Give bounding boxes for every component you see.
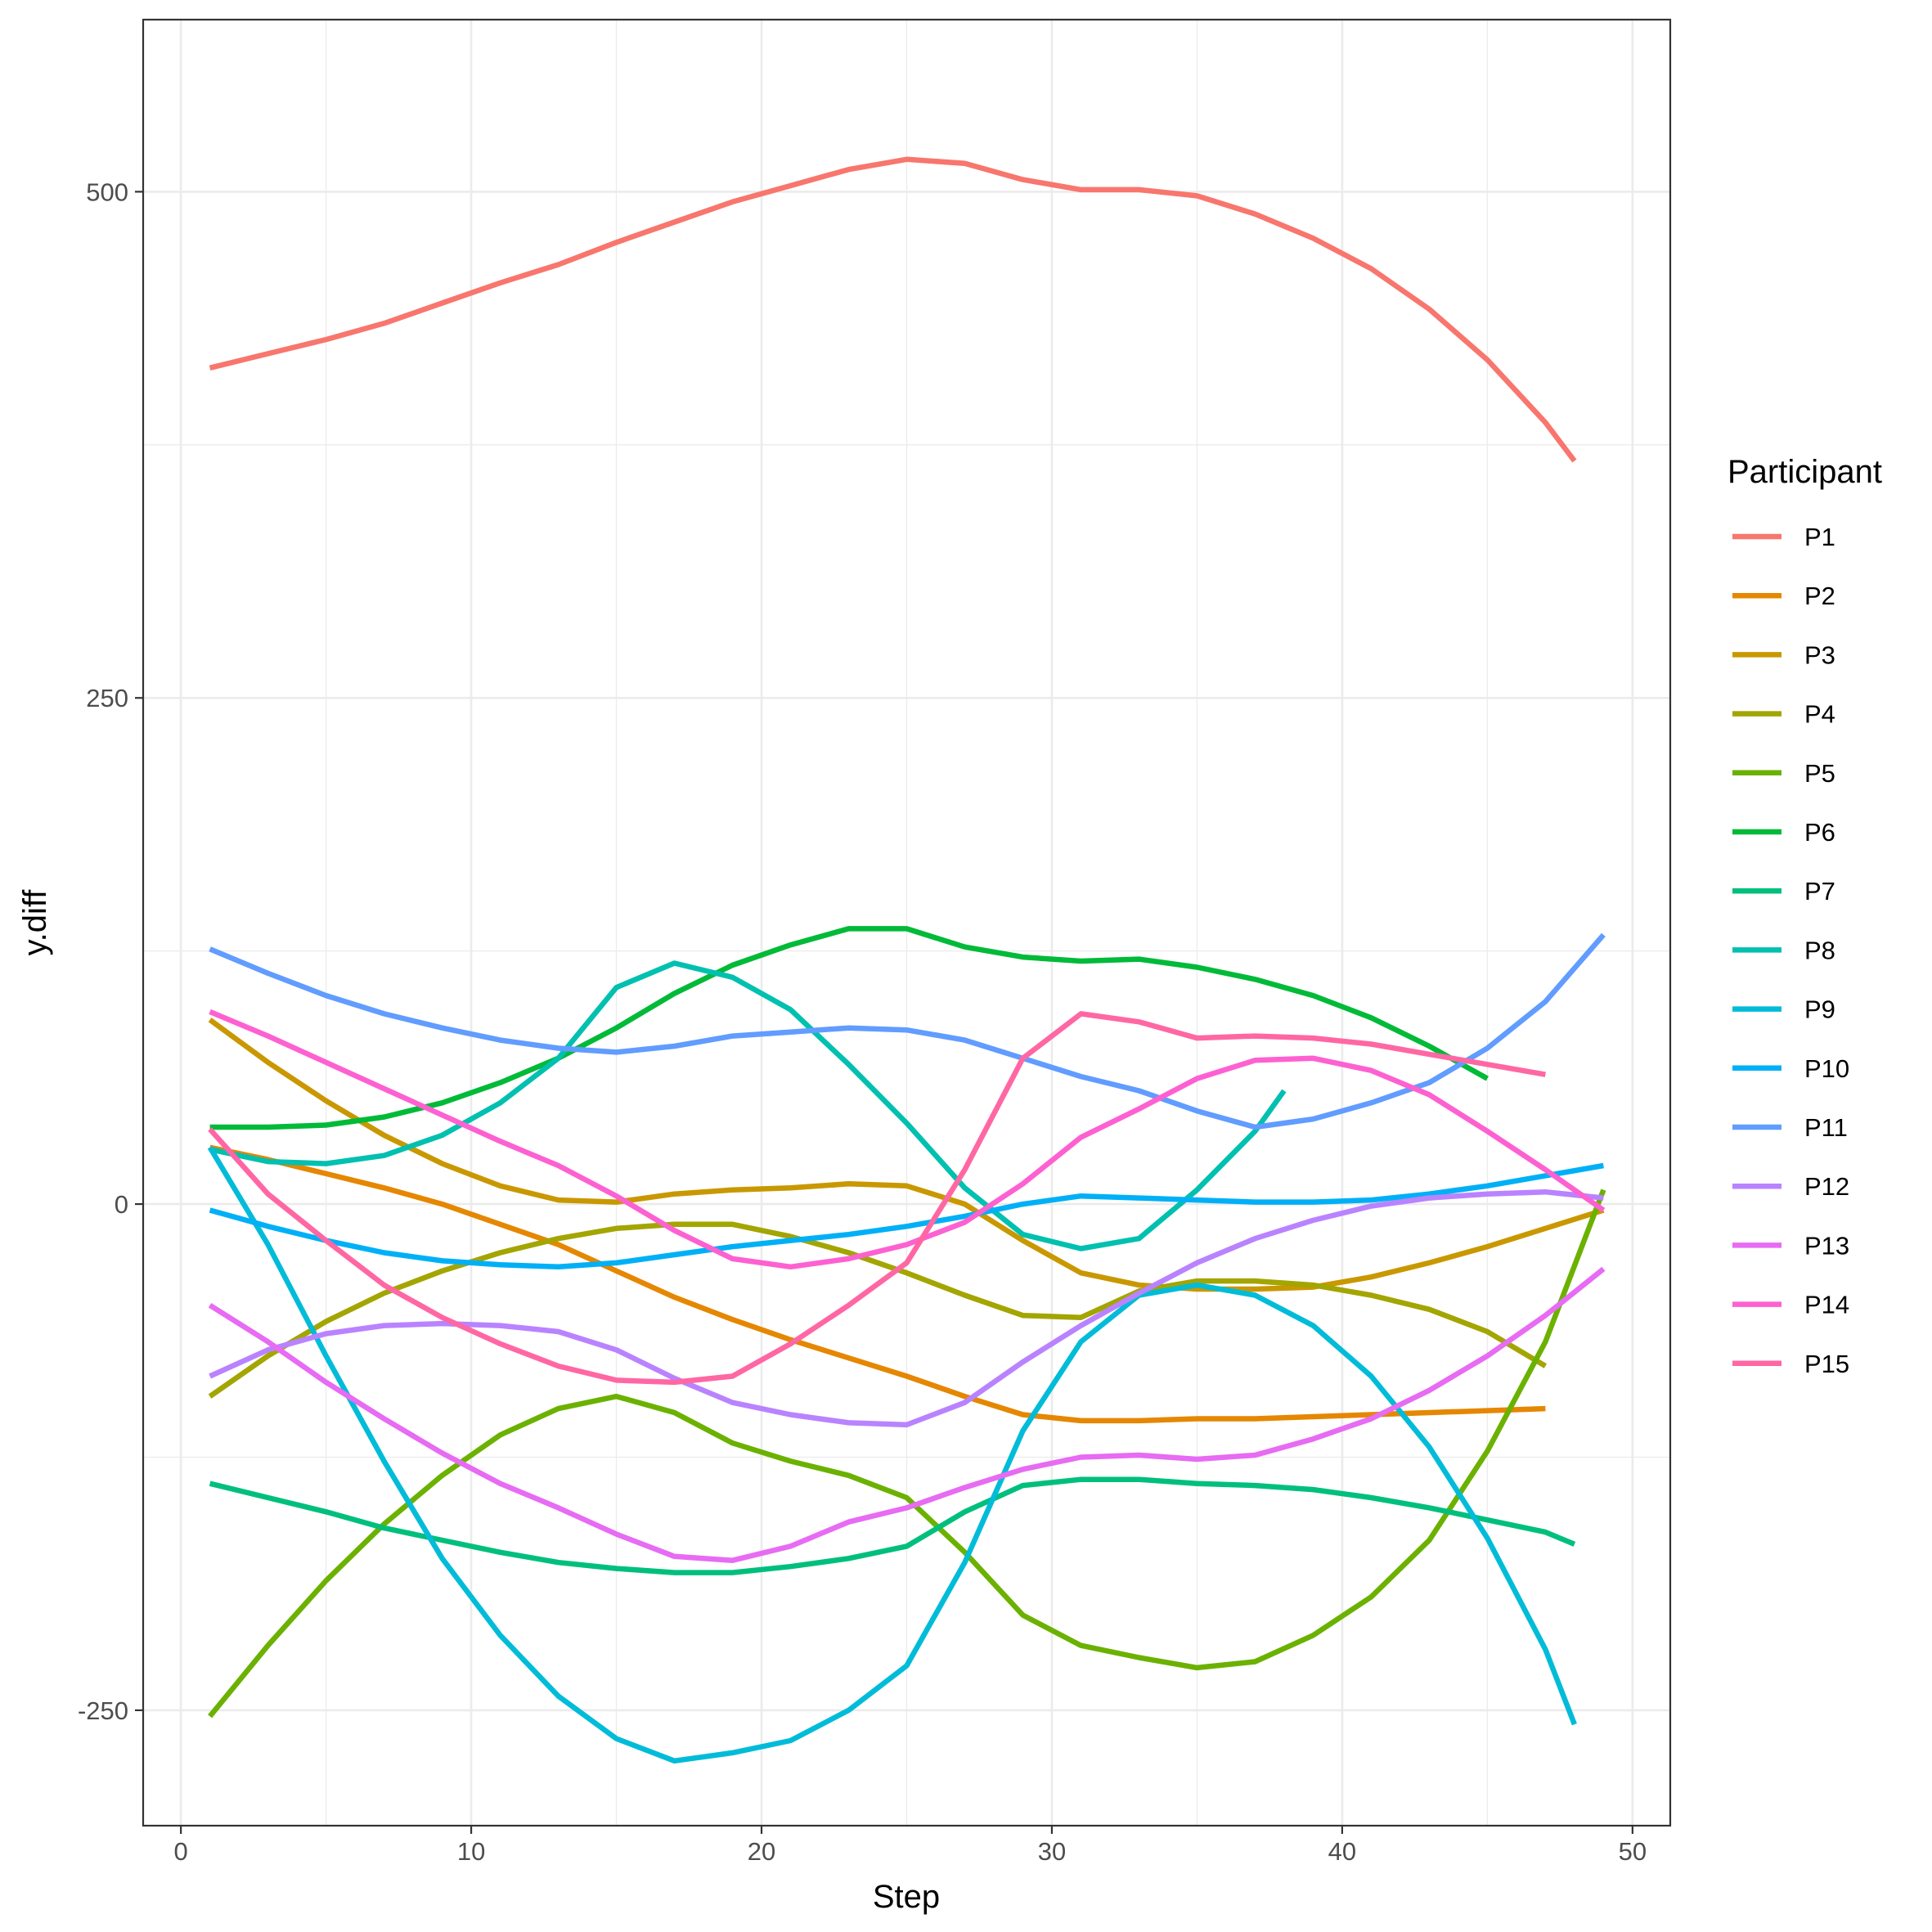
- y-axis: -250 0 250 500: [78, 177, 143, 1725]
- series-line-p9: [207, 1146, 1577, 1764]
- series-line-p3: [208, 1018, 1605, 1292]
- series-line-p10: [209, 1162, 1604, 1270]
- panel-border: [142, 18, 1672, 1827]
- series-line-p4: [208, 1221, 1548, 1399]
- y-tick-label: 500: [86, 177, 128, 206]
- legend-label-p9: P9: [1804, 995, 1835, 1024]
- legend-label-p10: P10: [1804, 1054, 1849, 1083]
- series-line-p13: [208, 1266, 1606, 1563]
- legend-label-p2: P2: [1804, 582, 1835, 610]
- legend-label-p14: P14: [1804, 1291, 1849, 1319]
- series-line-p8: [209, 960, 1287, 1251]
- legend-label-p4: P4: [1804, 700, 1835, 729]
- series-line-p14: [209, 1009, 1606, 1270]
- x-tick-label: 20: [748, 1837, 775, 1866]
- x-tick-label: 40: [1328, 1837, 1356, 1866]
- x-axis: 0 10 20 30 40 50: [174, 1826, 1647, 1866]
- y-tick-label: -250: [78, 1696, 128, 1725]
- series-line-p2: [209, 1144, 1546, 1424]
- y-tick-label: 250: [86, 684, 128, 712]
- series-line-p5: [208, 1188, 1606, 1719]
- legend: Participant P1 P2 P3 P4 P5 P6 P7 P8 P9 P10 P11 P12 P…: [1728, 454, 1882, 1378]
- y-axis-title: y.diff: [17, 889, 53, 956]
- y-tick-label: 0: [115, 1190, 128, 1219]
- series-lines: [207, 156, 1606, 1764]
- x-tick-label: 0: [174, 1837, 188, 1866]
- series-line-p12: [209, 1188, 1604, 1428]
- series-line-p15: [208, 1011, 1546, 1386]
- x-tick-label: 30: [1038, 1837, 1066, 1866]
- legend-label-p13: P13: [1804, 1231, 1849, 1260]
- legend-label-p8: P8: [1804, 936, 1835, 964]
- legend-label-p3: P3: [1804, 640, 1835, 669]
- series-line-p1: [209, 156, 1577, 463]
- x-axis-title: Step: [873, 1879, 940, 1915]
- legend-label-p6: P6: [1804, 818, 1835, 847]
- legend-label-p12: P12: [1804, 1172, 1849, 1201]
- legend-label-p7: P7: [1804, 877, 1835, 905]
- major-gridlines: [143, 20, 1670, 1826]
- minor-gridlines: [143, 20, 1670, 1826]
- legend-label-p11: P11: [1804, 1113, 1848, 1142]
- legend-label-p15: P15: [1804, 1350, 1849, 1378]
- legend-label-p1: P1: [1804, 523, 1835, 551]
- series-line-p11: [209, 932, 1606, 1130]
- legend-title: Participant: [1728, 454, 1882, 490]
- x-tick-label: 50: [1619, 1837, 1647, 1866]
- legend-label-p5: P5: [1804, 759, 1835, 788]
- x-tick-label: 10: [457, 1837, 485, 1866]
- series-line-p7: [209, 1476, 1576, 1575]
